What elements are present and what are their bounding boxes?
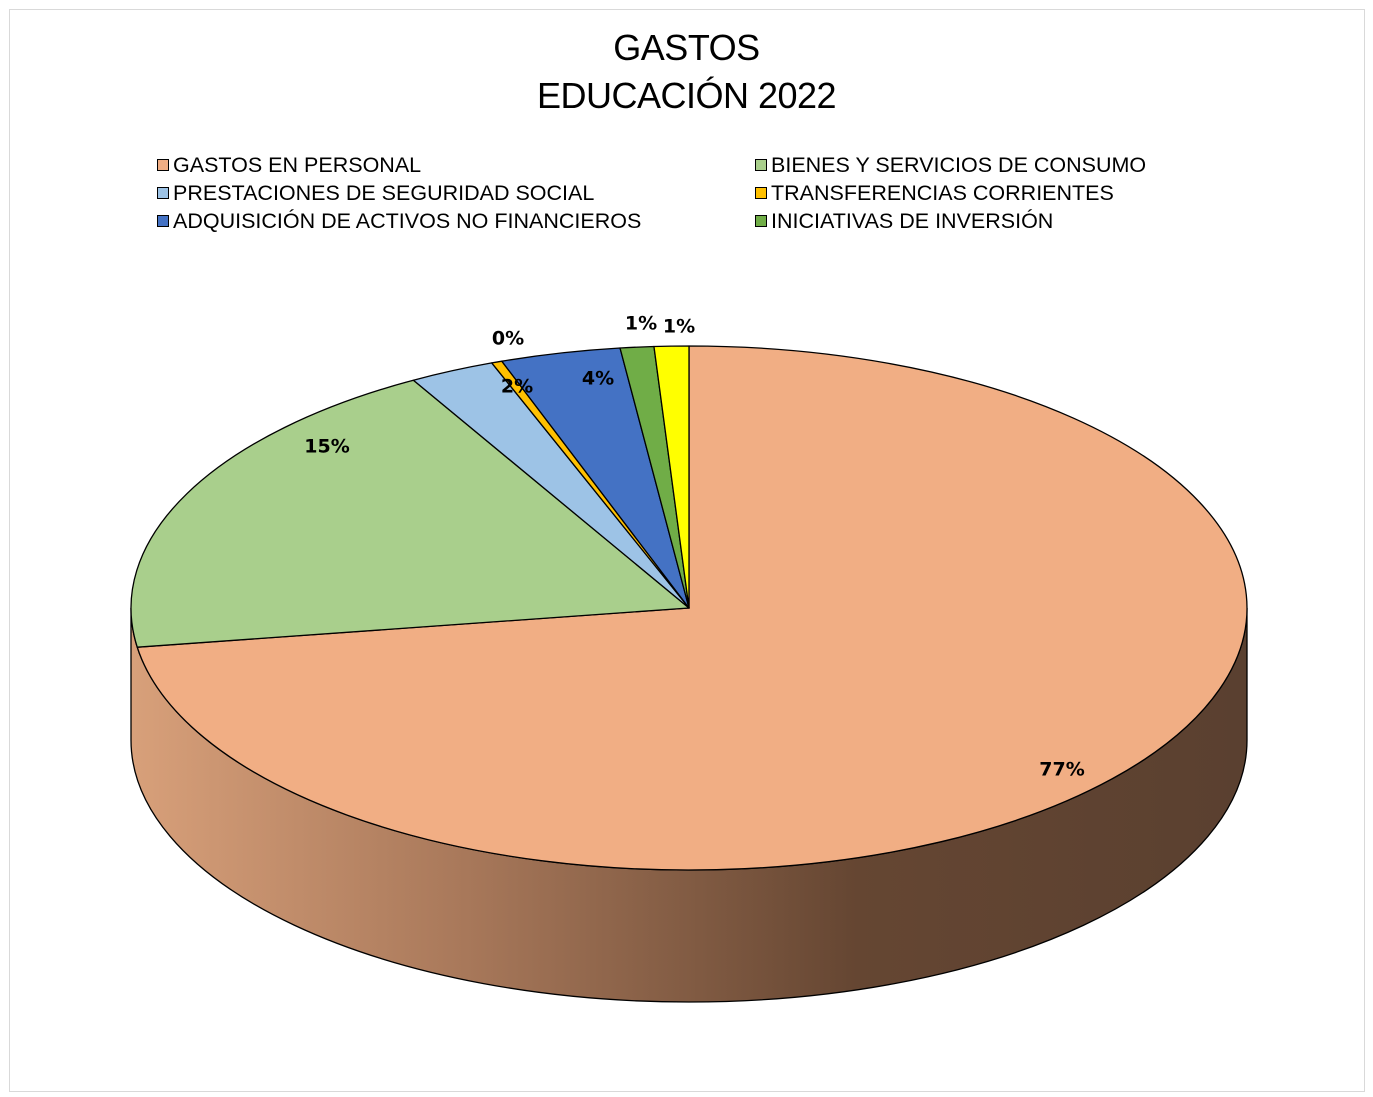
legend-label: BIENES Y SERVICIOS DE CONSUMO xyxy=(771,152,1147,177)
legend-swatch xyxy=(157,159,169,171)
legend-item-bienes-y-servicios: BIENES Y SERVICIOS DE CONSUMO xyxy=(755,153,1146,177)
legend-label: GASTOS EN PERSONAL xyxy=(173,152,422,177)
pie-slice-1 xyxy=(136,345,1248,871)
data-label-2: 15% xyxy=(304,436,349,458)
legend-swatch xyxy=(755,159,767,171)
legend-swatch xyxy=(157,215,169,227)
data-label-4: 0% xyxy=(492,328,524,350)
chart-subtitle: EDUCACIÓN 2022 xyxy=(536,75,837,116)
pie-slice-7 xyxy=(653,345,690,609)
legend-item-prestaciones: PRESTACIONES DE SEGURIDAD SOCIAL xyxy=(157,181,594,205)
legend-item-transferencias: TRANSFERENCIAS CORRIENTES xyxy=(755,181,1114,205)
pie-slice-2 xyxy=(130,379,690,648)
legend-item-iniciativas: INICIATIVAS DE INVERSIÓN xyxy=(755,209,1053,233)
legend-label: ADQUISICIÓN DE ACTIVOS NO FINANCIEROS xyxy=(173,208,642,233)
data-label-1: 77% xyxy=(1039,759,1084,781)
legend-item-adquisicion: ADQUISICIÓN DE ACTIVOS NO FINANCIEROS xyxy=(157,209,641,233)
data-label-5: 4% xyxy=(582,368,614,390)
legend-label: INICIATIVAS DE INVERSIÓN xyxy=(771,208,1054,233)
data-label-3: 2% xyxy=(501,376,533,398)
legend-label: TRANSFERENCIAS CORRIENTES xyxy=(771,180,1114,205)
data-label-7: 1% xyxy=(663,316,695,338)
legend-label: PRESTACIONES DE SEGURIDAD SOCIAL xyxy=(173,180,595,205)
legend-swatch xyxy=(755,215,767,227)
legend-item-gastos-en-personal: GASTOS EN PERSONAL xyxy=(157,153,421,177)
legend-swatch xyxy=(755,187,767,199)
data-labels: 77% 15% 2% 0% 4% 1% 1% xyxy=(304,313,1084,781)
pie-slices xyxy=(130,345,1248,871)
data-label-6: 1% xyxy=(625,313,657,335)
legend-swatch xyxy=(157,187,169,199)
chart-title: GASTOS xyxy=(613,27,760,68)
